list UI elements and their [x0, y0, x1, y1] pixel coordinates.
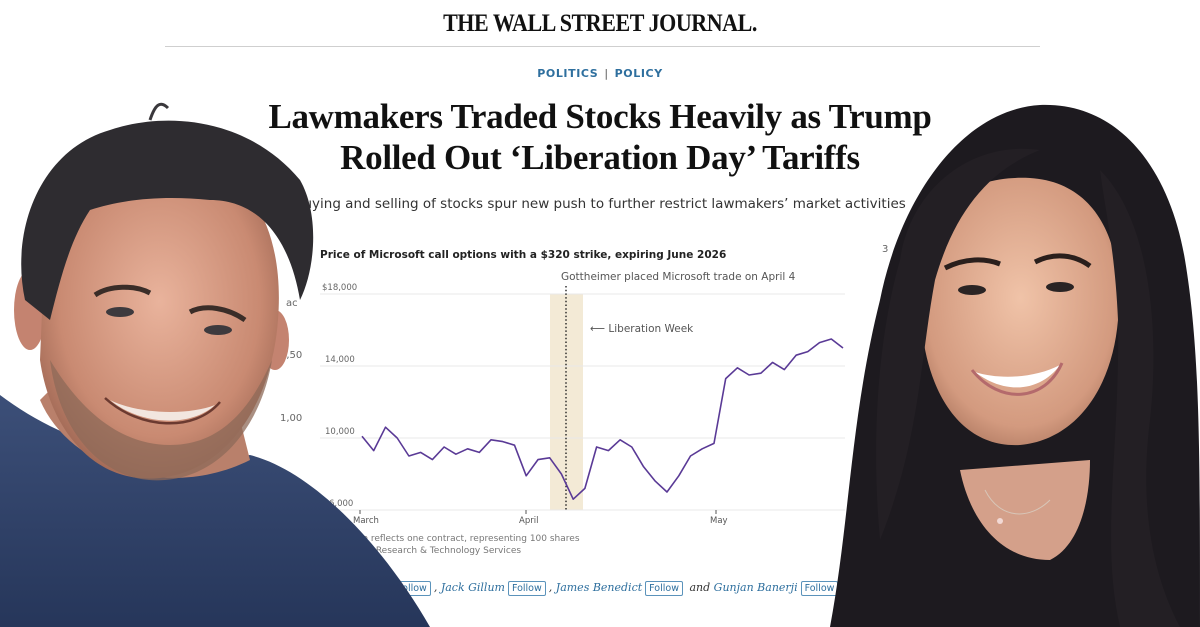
- headline-line-2: Rolled Out ‘Liberation Day’ Tariffs: [340, 138, 860, 177]
- trade-annotation: Gottheimer placed Microsoft trade on Apr…: [561, 271, 796, 283]
- section-politics-link[interactable]: POLITICS: [537, 67, 599, 80]
- background-chart-tick: 1,50: [280, 350, 303, 361]
- follow-button[interactable]: Follow: [507, 581, 546, 596]
- chart-source: ption Research & Technology Services: [350, 546, 522, 556]
- follow-button[interactable]: Follow: [645, 581, 683, 596]
- section-separator: |: [604, 67, 609, 80]
- masthead-divider: [165, 46, 1040, 47]
- section-policy-link[interactable]: POLICY: [614, 67, 663, 80]
- byline: Follow, Jack Gillum Follow, James Benedic…: [390, 581, 841, 596]
- x-tick-label-may: May: [710, 516, 728, 526]
- follow-button[interactable]: Follow: [393, 581, 431, 596]
- chart-title: Price of Microsoft call options with a $…: [320, 249, 727, 261]
- section-breadcrumb: POLITICS | POLICY: [0, 67, 1200, 80]
- price-line: [361, 338, 844, 501]
- article-dek: Buying and selling of stocks spur new pu…: [294, 196, 906, 212]
- y-tick-label: $18,000: [322, 283, 358, 293]
- author-link[interactable]: James Benedict: [555, 581, 643, 594]
- masthead-logo[interactable]: THE WALL STREET JOURNAL.: [443, 10, 757, 37]
- x-ticks: [359, 510, 717, 514]
- follow-button[interactable]: Follow: [800, 581, 839, 596]
- author-link[interactable]: Jack Gillum: [440, 581, 505, 594]
- author-link[interactable]: Gunjan Banerji: [713, 581, 798, 594]
- article-headline: Lawmakers Traded Stocks Heavily as Trump…: [0, 96, 1200, 178]
- liberation-week-annotation: ⟵ Liberation Week: [590, 323, 694, 335]
- y-tick-label: 14,000: [325, 355, 355, 365]
- x-tick-label-april: April: [519, 516, 539, 526]
- byline-and: and: [689, 581, 711, 594]
- headline-line-1: Lawmakers Traded Stocks Heavily as Trump: [268, 97, 932, 136]
- chart-note: Price reflects one contract, representin…: [346, 534, 580, 544]
